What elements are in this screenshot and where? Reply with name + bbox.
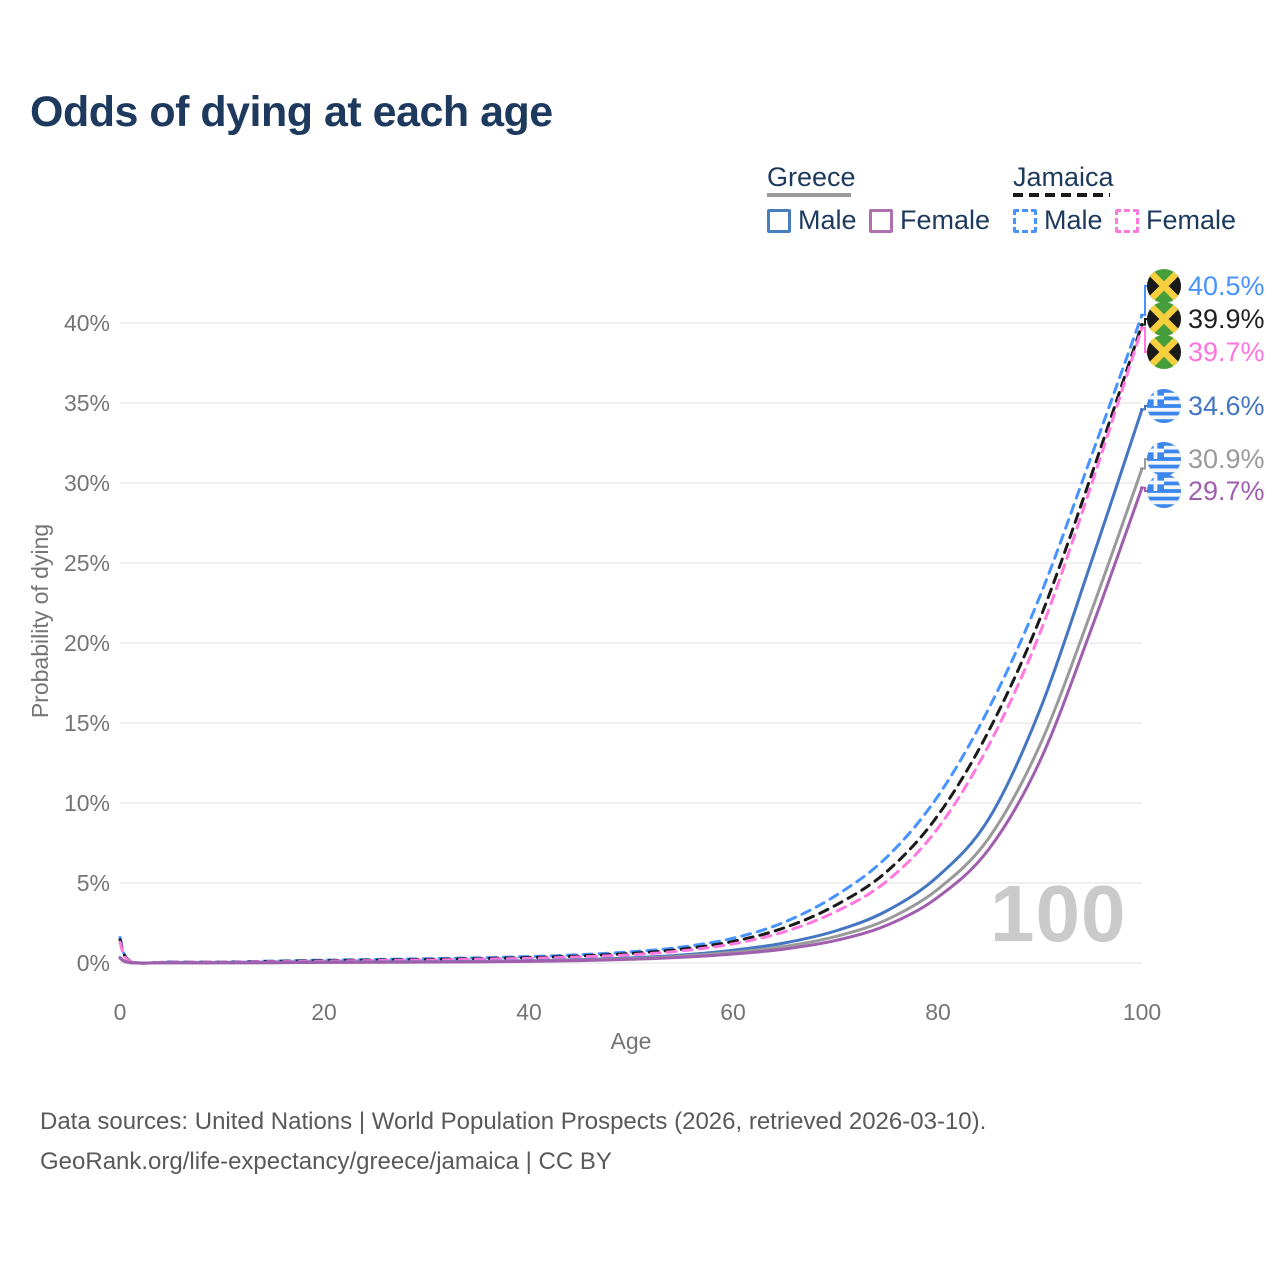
y-tick-5: 5%	[76, 870, 110, 896]
x-tick-60: 60	[720, 999, 746, 1025]
legend-item-greece-male[interactable]: Male	[767, 205, 857, 236]
legend-group-title-jamaica: Jamaica	[1013, 162, 1114, 192]
end-value-greece-female: 29.7%	[1188, 476, 1265, 506]
attribution-text: GeoRank.org/life-expectancy/greece/jamai…	[40, 1148, 612, 1175]
legend-item-label: Female	[1146, 205, 1237, 235]
jamaica-flag-icon	[1147, 269, 1181, 303]
y-tick-0: 0%	[76, 950, 110, 976]
line-greece-male	[118, 407, 1144, 965]
legend-item-jamaica-male[interactable]: Male	[1013, 205, 1103, 236]
data-sources-text: Data sources: United Nations | World Pop…	[40, 1108, 987, 1135]
greece-flag-icon	[1147, 474, 1181, 508]
greece-female-swatch-icon	[869, 208, 893, 233]
end-value-greece-combined: 30.9%	[1188, 444, 1265, 474]
x-tick-0: 0	[113, 999, 127, 1025]
line-greece-female	[118, 486, 1144, 965]
y-tick-35: 35%	[63, 390, 110, 416]
x-tick-40: 40	[516, 999, 542, 1025]
end-value-jamaica-female: 39.7%	[1188, 337, 1265, 367]
legend-item-label: Male	[798, 205, 857, 235]
legend-line-sample-greece	[767, 193, 851, 197]
page-title: Odds of dying at each age	[30, 88, 553, 136]
jamaica-male-swatch-icon	[1013, 208, 1037, 233]
end-value-jamaica-male: 40.5%	[1188, 271, 1265, 301]
line-jamaica-female	[118, 326, 1144, 965]
x-tick-100: 100	[1122, 999, 1162, 1025]
jamaica-female-swatch-icon	[1115, 208, 1139, 233]
y-tick-15: 15%	[63, 710, 110, 736]
x-axis-title: Age	[610, 1028, 652, 1054]
legend-item-label: Male	[1044, 205, 1103, 235]
greece-male-swatch-icon	[767, 208, 791, 233]
end-value-jamaica-combined: 39.9%	[1188, 304, 1265, 334]
end-value-greece-male: 34.6%	[1188, 391, 1265, 421]
jamaica-flag-icon	[1147, 302, 1181, 336]
x-tick-20: 20	[311, 999, 337, 1025]
y-tick-25: 25%	[63, 550, 110, 576]
x-tick-80: 80	[925, 999, 951, 1025]
y-axis-title: Probability of dying	[27, 523, 53, 719]
greece-flag-icon	[1147, 389, 1181, 423]
legend-item-greece-female[interactable]: Female	[869, 205, 990, 236]
jamaica-flag-icon	[1147, 335, 1181, 369]
greece-flag-icon	[1147, 442, 1181, 476]
line-greece-combined	[118, 467, 1144, 965]
line-jamaica-combined	[118, 323, 1144, 965]
line-jamaica-male	[118, 313, 1144, 965]
age-watermark: 100	[990, 869, 1127, 958]
y-tick-40: 40%	[63, 310, 110, 336]
legend-item-jamaica-female[interactable]: Female	[1115, 205, 1236, 236]
legend-item-label: Female	[900, 205, 991, 235]
legend-line-sample-jamaica	[1013, 193, 1110, 197]
y-tick-30: 30%	[63, 470, 110, 496]
y-tick-20: 20%	[63, 630, 110, 656]
legend-group-title-greece: Greece	[767, 162, 856, 192]
y-tick-10: 10%	[63, 790, 110, 816]
